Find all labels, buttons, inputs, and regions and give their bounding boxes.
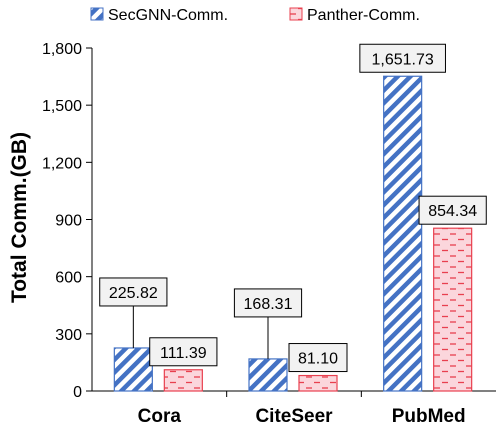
- bar-panther-comm-pubmed: [433, 227, 473, 392]
- axes: 0 300 600 900 1,200 1,500 1,800 Total Comm.(GB)…: [8, 41, 496, 427]
- y-tick-label: 600: [55, 270, 82, 287]
- data-label: 225.82: [109, 285, 158, 302]
- x-tick-label: CiteSeer: [255, 406, 333, 427]
- data-label: 854.34: [428, 203, 477, 220]
- data-label: 111.39: [160, 345, 207, 362]
- data-label-box: [149, 337, 218, 367]
- legend-label: SecGNN-Comm.: [108, 7, 228, 24]
- y-axis-title: Total Comm.(GB): [8, 132, 31, 303]
- data-label-box: [288, 343, 348, 373]
- data-label-box: [418, 195, 487, 225]
- y-tick-label: 1,800: [42, 41, 82, 58]
- data-label-box: [99, 277, 168, 307]
- x-tick-label: PubMed: [392, 406, 466, 427]
- bar-secgnn-comm-cora: [113, 347, 153, 392]
- bar-secgnn-comm-pubmed: [383, 75, 423, 392]
- y-tick-label: 300: [55, 327, 82, 344]
- bar-panther-comm-citeseer: [298, 374, 338, 392]
- bar-panther-comm-cora: [163, 369, 203, 392]
- y-tick-label: 900: [55, 213, 82, 230]
- x-tick-label: Cora: [138, 406, 182, 427]
- legend-swatch: [90, 7, 104, 21]
- bars: [113, 75, 473, 392]
- data-label-box: [359, 43, 446, 73]
- data-label: 168.31: [244, 296, 293, 313]
- data-label: 1,651.73: [372, 51, 434, 68]
- legend: SecGNN-Comm. Panther-Comm.: [90, 7, 420, 24]
- bar-secgnn-comm-citeseer: [248, 358, 288, 392]
- data-labels: 225.82 111.39 168.31 81.10 1,651.73 854.34: [99, 43, 487, 373]
- legend-swatch: [289, 7, 303, 21]
- y-tick-label: 1,200: [42, 155, 82, 172]
- data-label-box: [233, 288, 303, 318]
- y-tick-label: 1,500: [42, 98, 82, 115]
- legend-label: Panther-Comm.: [307, 7, 420, 24]
- y-tick-label: 0: [73, 384, 82, 401]
- data-label: 81.10: [298, 351, 338, 368]
